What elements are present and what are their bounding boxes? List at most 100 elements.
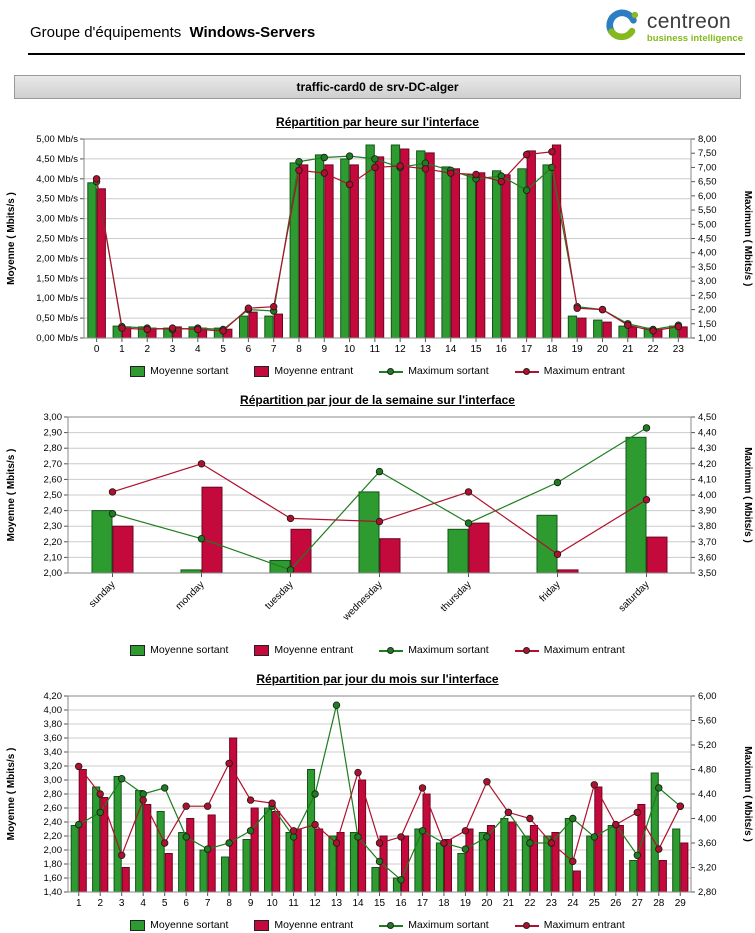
monthly-chart-section: Répartition par jour du mois sur l'inter… xyxy=(0,672,755,931)
moyenne-entrant-swatch-icon xyxy=(254,645,270,656)
svg-text:2,40: 2,40 xyxy=(44,817,63,828)
monthly-line-max-entrant xyxy=(74,759,684,866)
svg-text:21: 21 xyxy=(503,898,515,909)
svg-text:1: 1 xyxy=(119,344,125,355)
svg-text:0,50 Mb/s: 0,50 Mb/s xyxy=(36,313,78,324)
page-title-group-name: Windows-Servers xyxy=(189,24,316,41)
legend-label: Maximum sortant xyxy=(408,365,489,378)
maximum-sortant-marker-icon xyxy=(379,921,404,930)
monthly-chart-svg: 1,40 1,60 1,80 2,00 2,20 2,40 2,60 2,80 3,00 3,20… xyxy=(6,691,753,909)
svg-text:3,50 Mb/s: 3,50 Mb/s xyxy=(36,194,78,205)
svg-text:29: 29 xyxy=(675,898,687,909)
svg-text:3,60: 3,60 xyxy=(698,552,717,563)
legend-label: Maximum sortant xyxy=(408,644,489,657)
svg-text:2,00: 2,00 xyxy=(44,845,63,856)
weekly-chart-section: Répartition par jour de la semaine sur l… xyxy=(0,393,755,656)
svg-text:3: 3 xyxy=(170,344,176,355)
svg-text:4,80: 4,80 xyxy=(698,765,717,776)
legend-item-maximum-entrant: Maximum entrant xyxy=(514,919,625,932)
svg-text:22: 22 xyxy=(648,344,660,355)
svg-text:5,60: 5,60 xyxy=(698,716,717,727)
svg-text:13: 13 xyxy=(420,344,432,355)
legend-item-maximum-sortant: Maximum sortant xyxy=(379,645,489,656)
legend-label: Maximum entrant xyxy=(543,919,625,932)
svg-text:26: 26 xyxy=(610,898,622,909)
svg-text:3,20: 3,20 xyxy=(44,761,63,772)
svg-text:7: 7 xyxy=(271,344,277,355)
legend-label: Maximum entrant xyxy=(543,644,625,657)
legend-label: Moyenne sortant xyxy=(150,919,229,932)
report-title-bar: traffic-card0 de srv-DC-alger xyxy=(14,75,741,99)
svg-text:1,50 Mb/s: 1,50 Mb/s xyxy=(36,273,78,284)
svg-text:3,90: 3,90 xyxy=(698,506,717,517)
svg-text:3,50: 3,50 xyxy=(698,262,717,273)
maximum-entrant-marker-icon xyxy=(514,921,539,930)
weekly-chart-legend: Moyenne sortant Moyenne entrant Maximum … xyxy=(0,645,755,656)
svg-text:monday: monday xyxy=(174,579,207,612)
svg-text:5,00 Mb/s: 5,00 Mb/s xyxy=(36,134,78,145)
svg-text:4,10: 4,10 xyxy=(698,474,717,485)
svg-text:12: 12 xyxy=(309,898,321,909)
svg-text:2,30: 2,30 xyxy=(44,521,63,532)
svg-text:3,00 Mb/s: 3,00 Mb/s xyxy=(36,214,78,225)
svg-text:Maximum ( Mbits/s ): Maximum ( Mbits/s ) xyxy=(742,191,753,287)
svg-text:4,20: 4,20 xyxy=(698,459,717,470)
svg-text:4,00 Mb/s: 4,00 Mb/s xyxy=(36,174,78,185)
legend-label: Moyenne sortant xyxy=(150,365,229,378)
weekly-chart-title: Répartition par jour de la semaine sur l… xyxy=(240,393,515,407)
svg-text:4,30: 4,30 xyxy=(698,443,717,454)
svg-text:2,70: 2,70 xyxy=(44,459,63,470)
svg-text:3,50: 3,50 xyxy=(698,568,717,579)
legend-item-moyenne-entrant: Moyenne entrant xyxy=(254,366,353,377)
svg-text:10: 10 xyxy=(344,344,356,355)
svg-text:7,50: 7,50 xyxy=(698,148,717,159)
svg-text:1,50: 1,50 xyxy=(698,319,717,330)
hourly-chart-title: Répartition par heure sur l'interface xyxy=(276,115,479,129)
svg-text:2,40: 2,40 xyxy=(44,506,63,517)
svg-text:Moyenne ( Mbits/s ): Moyenne ( Mbits/s ) xyxy=(6,192,17,285)
svg-text:5: 5 xyxy=(162,898,168,909)
svg-text:Maximum ( Mbits/s ): Maximum ( Mbits/s ) xyxy=(742,447,753,543)
svg-text:8,00: 8,00 xyxy=(698,134,717,145)
svg-text:5,00: 5,00 xyxy=(698,219,717,230)
svg-text:24: 24 xyxy=(567,898,579,909)
legend-label: Moyenne entrant xyxy=(274,365,354,378)
svg-text:13: 13 xyxy=(331,898,343,909)
svg-text:3,60: 3,60 xyxy=(698,838,717,849)
brand-name: centreon xyxy=(646,10,732,34)
svg-text:6,50: 6,50 xyxy=(698,177,717,188)
svg-text:saturday: saturday xyxy=(617,579,652,614)
centreon-logo: centreon business intelligence xyxy=(603,6,743,49)
svg-text:2: 2 xyxy=(144,344,150,355)
svg-text:3,00: 3,00 xyxy=(698,276,717,287)
svg-text:3,60: 3,60 xyxy=(44,733,63,744)
svg-text:8: 8 xyxy=(226,898,232,909)
svg-text:4,00: 4,00 xyxy=(698,490,717,501)
svg-text:3,70: 3,70 xyxy=(698,537,717,548)
svg-text:20: 20 xyxy=(481,898,493,909)
moyenne-sortant-swatch-icon xyxy=(130,920,146,931)
monthly-chart-legend: Moyenne sortant Moyenne entrant Maximum … xyxy=(0,920,755,931)
svg-text:7: 7 xyxy=(205,898,211,909)
svg-text:16: 16 xyxy=(395,898,407,909)
hourly-chart-section: Répartition par heure sur l'interface 0,… xyxy=(0,115,755,377)
svg-text:Moyenne ( Mbits/s ): Moyenne ( Mbits/s ) xyxy=(6,748,17,841)
svg-text:15: 15 xyxy=(470,344,482,355)
hourly-chart: 0,00 Mb/s 0,50 Mb/s 1,00 Mb/s 1,50 Mb/s 2,00… xyxy=(0,131,755,366)
svg-text:1,80: 1,80 xyxy=(44,859,63,870)
moyenne-sortant-swatch-icon xyxy=(130,645,146,656)
svg-text:17: 17 xyxy=(521,344,533,355)
legend-label: Maximum sortant xyxy=(408,919,489,932)
svg-text:19: 19 xyxy=(572,344,584,355)
centreon-swoosh-icon xyxy=(603,6,641,49)
moyenne-entrant-swatch-icon xyxy=(254,920,270,931)
svg-text:5: 5 xyxy=(220,344,226,355)
svg-text:4,00: 4,00 xyxy=(698,248,717,259)
weekly-chart: 2,00 2,10 2,20 2,30 2,40 2,50 2,60 2,70 2,80 2,90… xyxy=(0,409,755,645)
svg-text:14: 14 xyxy=(352,898,364,909)
legend-label: Moyenne entrant xyxy=(274,644,354,657)
svg-text:1,40: 1,40 xyxy=(44,887,63,898)
svg-text:7,00: 7,00 xyxy=(698,162,717,173)
legend-item-moyenne-entrant: Moyenne entrant xyxy=(254,645,353,656)
logo-text: centreon business intelligence xyxy=(647,11,743,43)
